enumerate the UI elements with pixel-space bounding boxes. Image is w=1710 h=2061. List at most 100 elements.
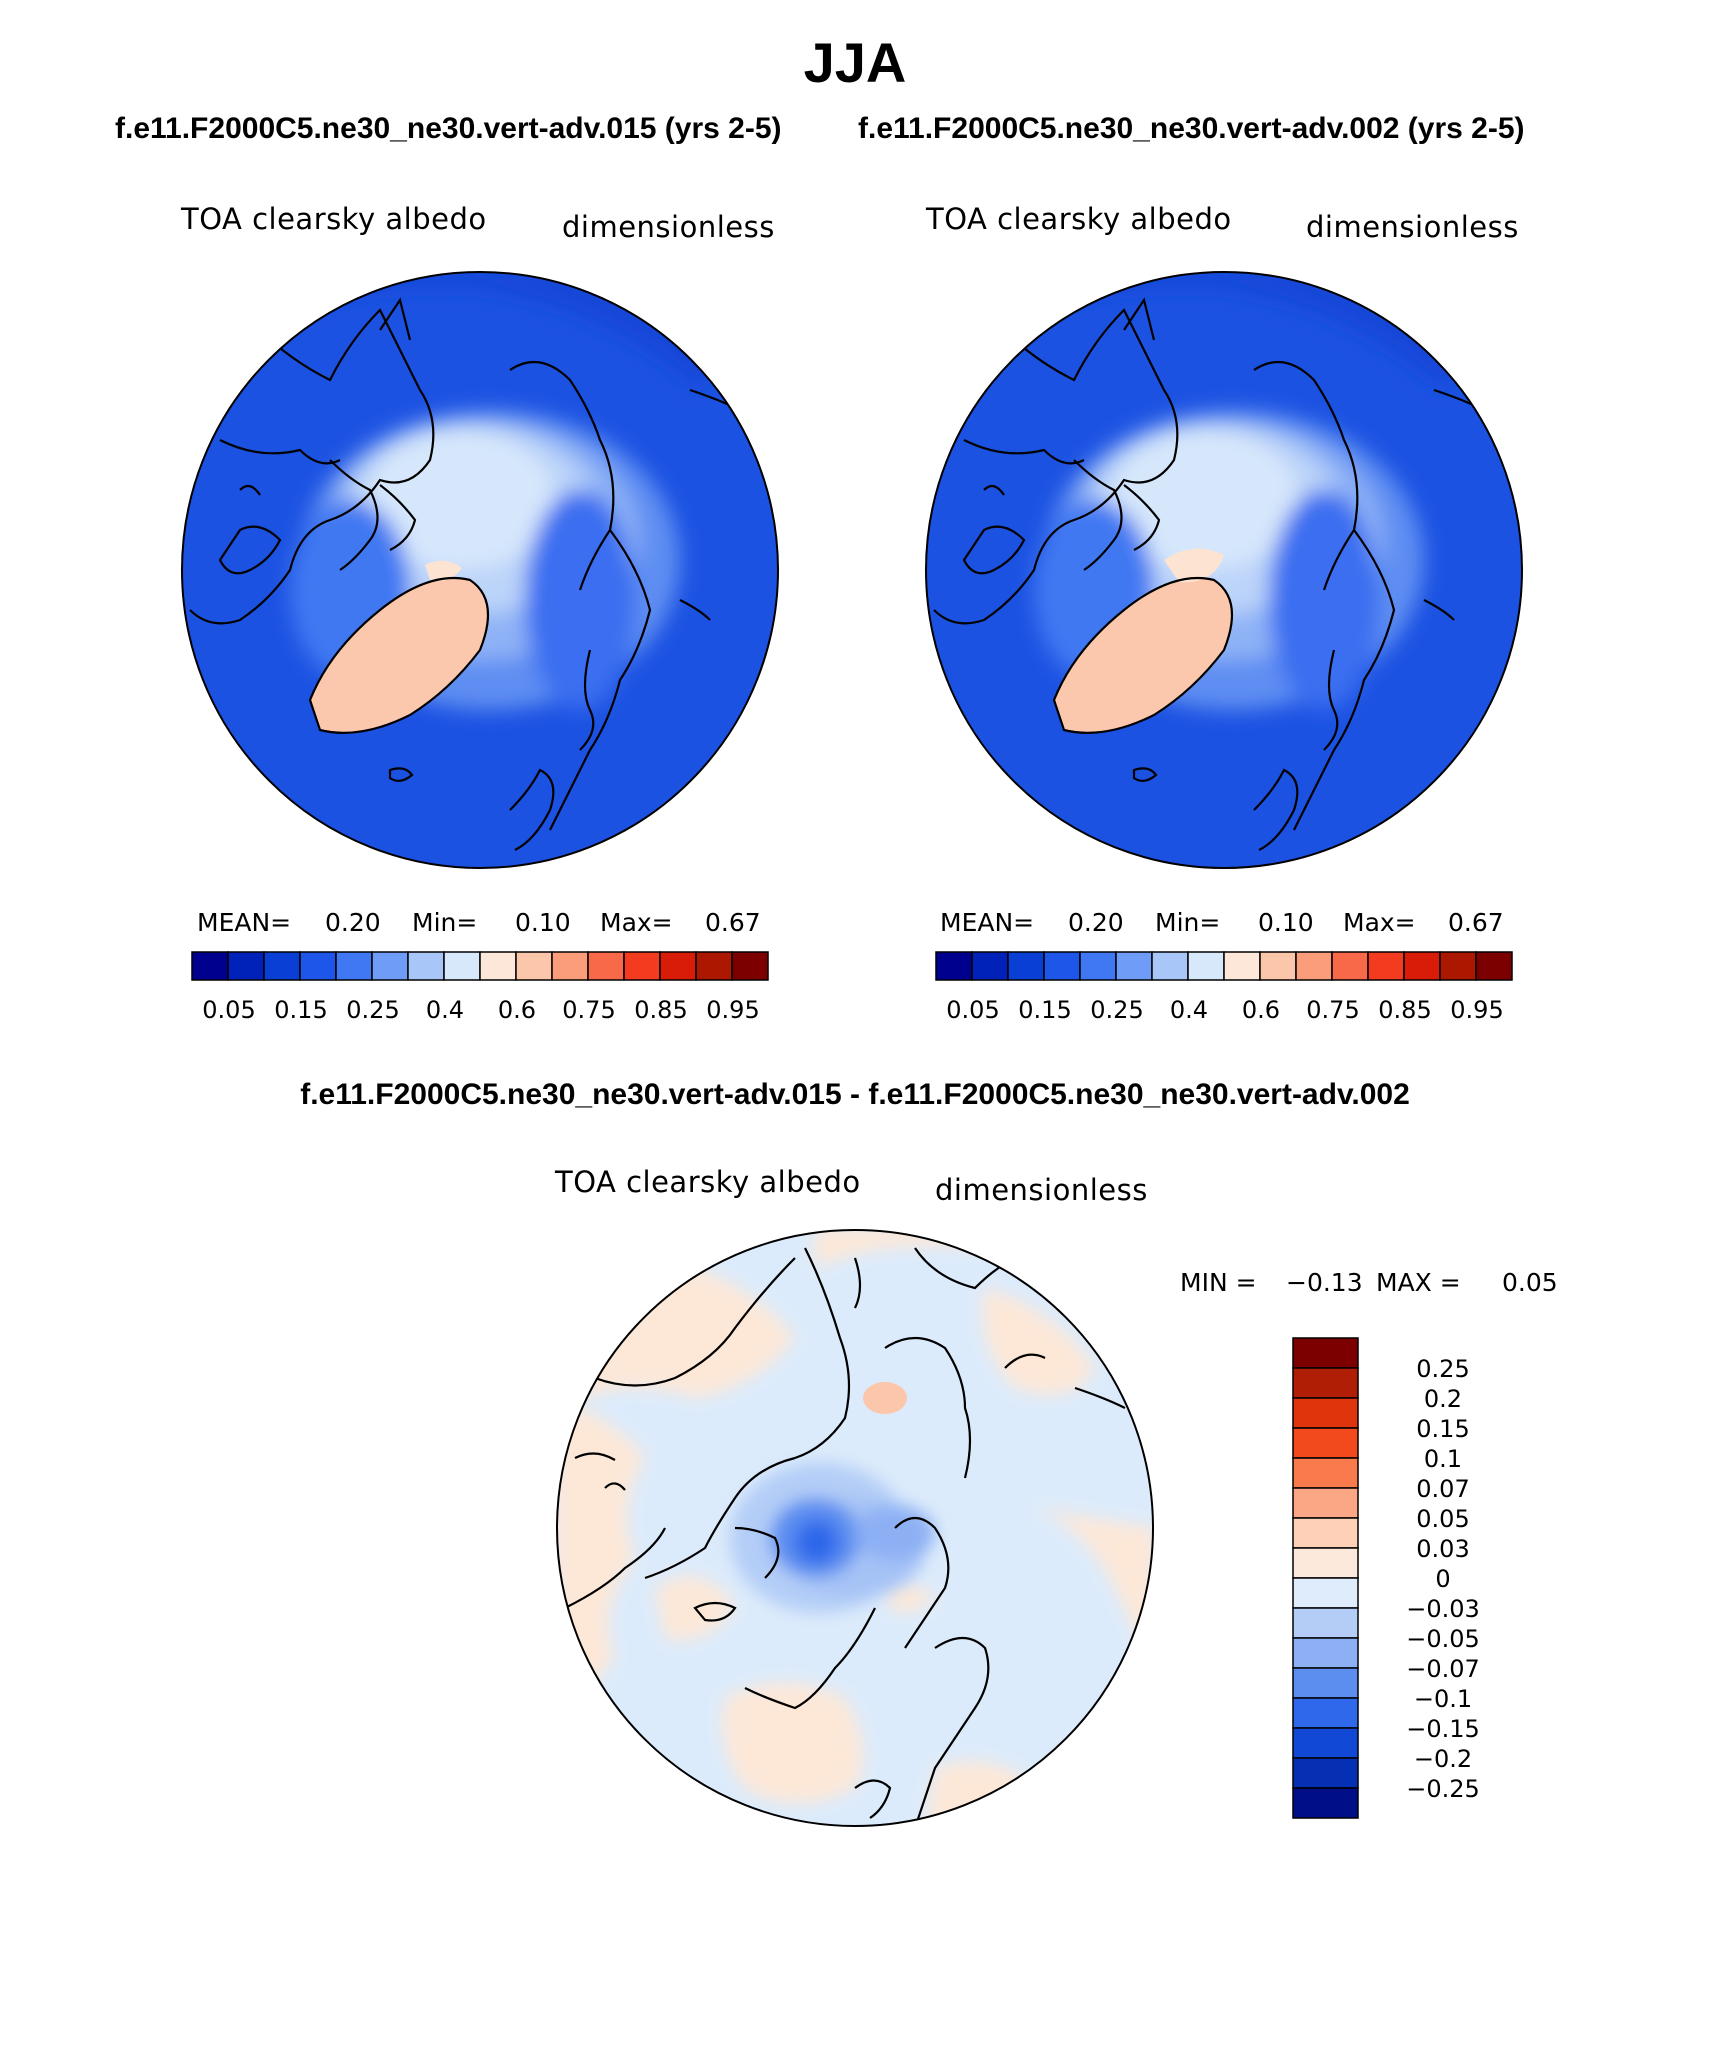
colorbar-tick-label: −0.15: [1406, 1715, 1480, 1743]
colorbar-swatch: [587, 951, 625, 981]
colorbar-swatch: [1292, 1577, 1359, 1609]
colorbar-tick-label: −0.05: [1406, 1625, 1480, 1653]
difference-min-max: MIN = −0.13 MAX = 0.05: [1180, 1268, 1580, 1300]
colorbar-tick-label: 0.75: [562, 996, 615, 1024]
colorbar-tick-label: 0.85: [1378, 996, 1431, 1024]
coastlines: [189, 297, 741, 851]
max-label: MAX =: [1376, 1268, 1461, 1297]
mean-value: 0.20: [325, 908, 381, 937]
colorbar-swatch: [191, 951, 229, 981]
min-value: 0.10: [1258, 908, 1314, 937]
colorbar-tick-label: 0.15: [1416, 1415, 1469, 1443]
colorbar-swatch: [623, 951, 661, 981]
panel-1-case-title: f.e11.F2000C5.ne30_ne30.vert-adv.015 (yr…: [115, 112, 782, 145]
colorbar-swatch: [515, 951, 553, 981]
panel-2-case-title: f.e11.F2000C5.ne30_ne30.vert-adv.002 (yr…: [858, 112, 1525, 145]
colorbar-tick-label: −0.1: [1414, 1685, 1472, 1713]
colorbar-tick-label: −0.25: [1406, 1775, 1480, 1803]
map-boundary: [556, 1229, 1154, 1827]
difference-title: f.e11.F2000C5.ne30_ne30.vert-adv.015 - f…: [300, 1078, 1410, 1111]
colorbar-swatch: [263, 951, 301, 981]
difference-polar-map: [556, 1229, 1154, 1827]
coastlines: [564, 1247, 1126, 1826]
mean-label: MEAN=: [197, 908, 292, 937]
colorbar-tick-label: 0.2: [1424, 1385, 1462, 1413]
max-value: 0.67: [705, 908, 761, 937]
colorbar-swatch: [1292, 1667, 1359, 1699]
colorbar-swatch: [1439, 951, 1477, 981]
colorbar-tick-label: −0.2: [1414, 1745, 1472, 1773]
colorbar-swatch: [371, 951, 409, 981]
colorbar-tick-label: 0.95: [706, 996, 759, 1024]
greenland-ice-sheet: [310, 578, 488, 733]
map-boundary: [925, 271, 1523, 869]
colorbar-swatch: [1367, 951, 1405, 981]
colorbar-tick-label: 0.07: [1416, 1475, 1469, 1503]
page-title: JJA: [803, 31, 907, 94]
colorbar-tick-label: 0.15: [1018, 996, 1071, 1024]
colorbar-swatch: [695, 951, 733, 981]
max-label: Max=: [1343, 908, 1416, 937]
colorbar-swatch: [1292, 1697, 1359, 1729]
colorbar-swatch: [1292, 1367, 1359, 1399]
colorbar-swatch: [1403, 951, 1441, 981]
colorbar-swatch: [1295, 951, 1333, 981]
panel-2-variable-label: TOA clearsky albedo: [926, 202, 1232, 236]
difference-units-label: dimensionless: [935, 1173, 1148, 1207]
colorbar-tick-label: 0: [1435, 1565, 1450, 1593]
colorbar-swatch: [731, 951, 769, 981]
panel-1-variable-label: TOA clearsky albedo: [181, 202, 487, 236]
colorbar-swatch: [935, 951, 973, 981]
positive-anomaly-spot: [863, 1382, 907, 1414]
colorbar-tick-label: 0.85: [634, 996, 687, 1024]
colorbar-tick-label: 0.25: [1090, 996, 1143, 1024]
max-value: 0.67: [1448, 908, 1504, 937]
panel-2-stats: MEAN= 0.20 Min= 0.10 Max= 0.67: [940, 908, 1520, 940]
colorbar-swatch: [1475, 951, 1513, 981]
colorbar-tick-label: 0.25: [346, 996, 399, 1024]
colorbar-tick-label: −0.07: [1406, 1655, 1480, 1683]
difference-variable-label: TOA clearsky albedo: [555, 1165, 861, 1199]
colorbar-swatch: [1292, 1547, 1359, 1579]
colorbar-swatch: [1292, 1487, 1359, 1519]
panel-1-polar-map: [181, 271, 779, 869]
colorbar-swatch: [1292, 1337, 1359, 1369]
colorbar-swatch: [971, 951, 1009, 981]
colorbar-swatch: [1007, 951, 1045, 981]
colorbar-swatch: [1259, 951, 1297, 981]
colorbar-tick-label: 0.75: [1306, 996, 1359, 1024]
map-boundary: [181, 271, 779, 869]
colorbar-swatch: [1292, 1637, 1359, 1669]
colorbar-tick-label: 0.4: [426, 996, 464, 1024]
colorbar-swatch: [1187, 951, 1225, 981]
colorbar-swatch: [335, 951, 373, 981]
colorbar-swatch: [1079, 951, 1117, 981]
min-label: MIN =: [1180, 1268, 1257, 1297]
colorbar-swatch: [1043, 951, 1081, 981]
colorbar-tick-label: 0.6: [1242, 996, 1280, 1024]
panel-2-units-label: dimensionless: [1306, 210, 1519, 244]
min-value: −0.13: [1286, 1268, 1363, 1297]
panel-2-colorbar: 0.05 0.15 0.25 0.4 0.6 0.75 0.85 0.95: [935, 951, 1513, 1024]
colorbar-swatch: [1292, 1727, 1359, 1759]
coastlines: [933, 297, 1485, 851]
colorbar-tick-label: 0.95: [1450, 996, 1503, 1024]
mean-value: 0.20: [1068, 908, 1124, 937]
colorbar-tick-label: 0.03: [1416, 1535, 1469, 1563]
colorbar-tick-label: 0.05: [202, 996, 255, 1024]
colorbar-tick-label: 0.25: [1416, 1355, 1469, 1383]
negative-anomaly-region: [730, 1463, 935, 1613]
colorbar-tick-label: 0.6: [498, 996, 536, 1024]
panel-1-units-label: dimensionless: [562, 210, 775, 244]
colorbar-tick-label: 0.05: [1416, 1505, 1469, 1533]
colorbar-tick-label: 0.4: [1170, 996, 1208, 1024]
colorbar-swatch: [659, 951, 697, 981]
colorbar-swatch: [1331, 951, 1369, 981]
colorbar-swatch: [227, 951, 265, 981]
colorbar-swatch: [1292, 1397, 1359, 1429]
colorbar-tick-label: 0.15: [274, 996, 327, 1024]
colorbar-swatch: [1223, 951, 1261, 981]
colorbar-swatch: [407, 951, 445, 981]
colorbar-swatch: [479, 951, 517, 981]
min-value: 0.10: [515, 908, 571, 937]
